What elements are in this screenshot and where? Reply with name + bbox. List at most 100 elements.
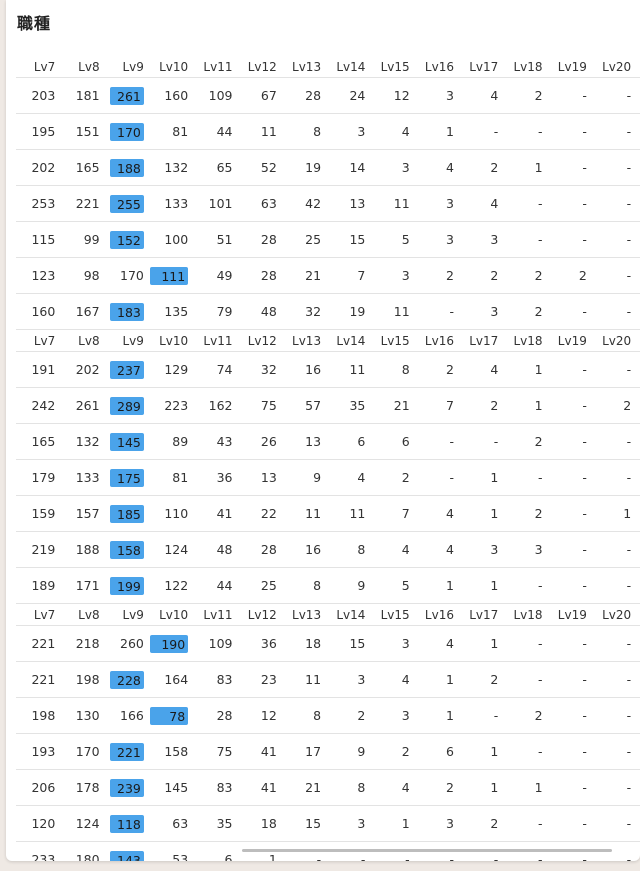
table-cell: 221 bbox=[105, 742, 149, 761]
table-cell: 11 bbox=[349, 506, 366, 521]
table-cell: 183 bbox=[105, 302, 149, 321]
table-cell: 1 bbox=[268, 852, 277, 861]
table-cell: 3 bbox=[446, 816, 454, 831]
table-cell: 203 bbox=[31, 88, 56, 103]
table-cell: 120 bbox=[31, 816, 56, 831]
table-cell: 2 bbox=[446, 362, 454, 377]
table-cell: 1 bbox=[490, 780, 499, 795]
table-cell: 1 bbox=[490, 578, 499, 593]
table-cell: 49 bbox=[216, 268, 233, 283]
table-cell: 13 bbox=[305, 434, 322, 449]
table-cell: 132 bbox=[75, 434, 100, 449]
table-cell: - bbox=[538, 852, 543, 861]
table-cell: - bbox=[538, 816, 543, 831]
table-cell: 15 bbox=[349, 636, 366, 651]
table-cell: 26 bbox=[260, 434, 277, 449]
table-row: 189 171 199 122 44 25 8 9 5 1 1 - - - bbox=[16, 568, 640, 604]
column-header: Lv8 bbox=[78, 607, 100, 622]
table-cell: 19 bbox=[349, 304, 366, 319]
table-cell: 109 bbox=[208, 636, 233, 651]
table-cell: 4 bbox=[446, 542, 454, 557]
table-cell: 178 bbox=[75, 780, 100, 795]
column-header: Lv17 bbox=[469, 333, 499, 348]
column-header: Lv10 bbox=[159, 59, 189, 74]
table-cell: 1 bbox=[534, 780, 543, 795]
table-cell: 1 bbox=[490, 506, 499, 521]
table-cell: - bbox=[582, 744, 587, 759]
table-cell: - bbox=[582, 434, 587, 449]
table-cell: - bbox=[449, 470, 454, 485]
level-tables: Lv7 Lv8 Lv9 Lv10 Lv11 Lv12 Lv13 Lv14 Lv15 Lv16 Lv1… bbox=[16, 56, 640, 861]
column-header: Lv13 bbox=[292, 333, 322, 348]
table-cell: - bbox=[582, 852, 587, 861]
table-cell: 171 bbox=[75, 578, 100, 593]
table-cell: 6 bbox=[401, 434, 410, 449]
table-cell: 63 bbox=[172, 816, 189, 831]
table-cell: 98 bbox=[83, 268, 100, 283]
table-cell: 21 bbox=[305, 268, 322, 283]
table-cell: 202 bbox=[31, 160, 56, 175]
table-cell: 41 bbox=[260, 780, 277, 795]
table-cell: 261 bbox=[75, 398, 100, 413]
column-header: Lv20 bbox=[602, 333, 632, 348]
table-cell: 3 bbox=[446, 88, 454, 103]
table-cell: 42 bbox=[305, 196, 322, 211]
table-cell: 242 bbox=[31, 398, 56, 413]
highlighted-value: 255 bbox=[109, 194, 144, 213]
horizontal-scrollbar[interactable] bbox=[242, 849, 612, 852]
column-header: Lv7 bbox=[33, 59, 56, 74]
table-cell: - bbox=[360, 852, 366, 861]
table-cell: 129 bbox=[164, 362, 189, 377]
table-cell: 195 bbox=[31, 124, 56, 139]
highlighted-value: 183 bbox=[109, 302, 144, 321]
table-cell: 28 bbox=[216, 708, 233, 723]
table-row: 120 124 118 63 35 18 15 3 1 3 2 - - - bbox=[16, 806, 640, 842]
highlighted-value: 261 bbox=[109, 86, 144, 105]
table-cell: 7 bbox=[401, 506, 410, 521]
table-cell: - bbox=[405, 852, 410, 861]
table-cell: 2 bbox=[490, 160, 499, 175]
table-cell: - bbox=[538, 232, 543, 247]
column-header: Lv16 bbox=[424, 59, 454, 74]
column-header: Lv18 bbox=[513, 607, 543, 622]
table-cell: 4 bbox=[490, 362, 499, 377]
table-cell: - bbox=[538, 470, 543, 485]
table-cell: 221 bbox=[31, 672, 56, 687]
table-cell: 1 bbox=[534, 362, 543, 377]
table-cell: 44 bbox=[216, 124, 233, 139]
highlighted-value: 152 bbox=[109, 230, 144, 249]
highlighted-value: 237 bbox=[109, 360, 144, 379]
table-cell: - bbox=[582, 636, 587, 651]
highlighted-value: 228 bbox=[109, 670, 144, 689]
column-header: Lv12 bbox=[247, 59, 277, 74]
table-row: 159 157 185 110 41 22 11 11 7 4 1 2-1 bbox=[16, 496, 640, 532]
table-cell: 12 bbox=[393, 88, 410, 103]
table-cell: 52 bbox=[260, 160, 277, 175]
table-cell: 198 bbox=[31, 708, 56, 723]
table-cell: 4 bbox=[490, 88, 499, 103]
table-cell: 158 bbox=[105, 540, 149, 559]
table-cell: 223 bbox=[164, 398, 189, 413]
table-cell: 4 bbox=[357, 470, 366, 485]
table-cell: 2 bbox=[490, 268, 499, 283]
table-cell: 2 bbox=[490, 672, 499, 687]
table-cell: 65 bbox=[216, 160, 233, 175]
table-cell: - bbox=[626, 362, 632, 377]
column-header: Lv12 bbox=[247, 333, 277, 348]
column-header: Lv16 bbox=[424, 333, 454, 348]
table-cell: - bbox=[493, 708, 499, 723]
table-cell: - bbox=[582, 578, 587, 593]
table-header-row: Lv7 Lv8 Lv9 Lv10 Lv11 Lv12 Lv13 Lv14 Lv15 Lv16 Lv1… bbox=[16, 604, 640, 626]
column-header: Lv20 bbox=[602, 59, 632, 74]
table-cell: 16 bbox=[305, 542, 322, 557]
table-cell: 32 bbox=[305, 304, 322, 319]
table-cell: 8 bbox=[313, 708, 322, 723]
panel-title: 職種 bbox=[17, 14, 52, 33]
table-cell: 28 bbox=[260, 542, 277, 557]
table-cell: - bbox=[626, 434, 632, 449]
table-cell: 28 bbox=[305, 88, 322, 103]
column-header: Lv11 bbox=[203, 607, 233, 622]
table-cell: 2 bbox=[534, 434, 543, 449]
table-cell: - bbox=[493, 852, 499, 861]
table-row: 179 133 175 81 36 13 9 4 2 - 1 - - - bbox=[16, 460, 640, 496]
